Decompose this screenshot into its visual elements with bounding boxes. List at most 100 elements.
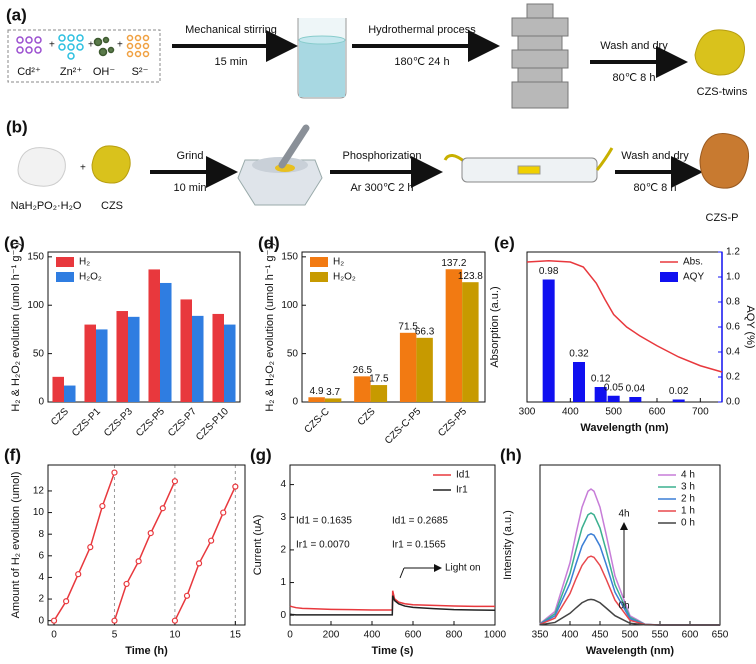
step-action: Mechanical stirring: [185, 24, 277, 36]
point: [195, 560, 203, 567]
bar: [354, 376, 371, 402]
legend-swatch: [56, 272, 74, 282]
bar: [416, 337, 433, 402]
x-tick-label: 350: [532, 630, 549, 641]
x-tick-label: 700: [692, 407, 709, 418]
x-axis-label: Time (s): [372, 645, 414, 657]
bar: [629, 397, 642, 402]
point: [183, 592, 191, 599]
panel-label: (h): [500, 445, 522, 464]
scheme-a: (a) + + + Cd²⁺ Zn²⁺ OH⁻ S²⁻ Mechanical s…: [6, 3, 748, 109]
bar: [96, 329, 108, 402]
legend-label: H₂O₂: [333, 272, 356, 283]
point: [220, 509, 227, 516]
point: [123, 580, 130, 588]
y-tick-label: 150: [281, 251, 298, 262]
y-tick-label: 0: [38, 397, 44, 408]
y-tick-label: 6: [38, 550, 44, 561]
bar: [607, 395, 620, 402]
bar: [672, 399, 685, 402]
y-tick-label: 50: [287, 348, 299, 359]
point: [135, 558, 142, 565]
point: [232, 483, 239, 490]
panel-label: (e): [494, 233, 515, 252]
y-tick-label: 2: [38, 594, 44, 605]
y-axis-label: H₂ & H₂O₂ evolution (umol h⁻¹ g⁻¹): [264, 242, 276, 411]
annotation: Ir1 = 0.0070: [296, 540, 350, 551]
step-condition: 180℃ 24 h: [394, 56, 449, 68]
plot-frame: [301, 251, 486, 403]
point: [111, 469, 118, 476]
legend-swatch: [56, 257, 74, 267]
x-tick-label: 650: [712, 630, 729, 641]
bar: [192, 315, 204, 402]
plot-frame: [289, 464, 496, 626]
point: [159, 505, 166, 512]
plot-frame: [47, 251, 241, 403]
legend-label: H₂: [333, 257, 344, 268]
legend-label: 4 h: [681, 470, 695, 481]
bar: [160, 282, 172, 402]
legend-label: AQY: [683, 272, 704, 283]
bar: [462, 282, 479, 402]
point: [87, 544, 94, 551]
legend-label: 0 h: [681, 518, 695, 529]
bar: [370, 385, 388, 402]
point: [99, 502, 106, 510]
bar: [573, 362, 585, 402]
y-tick-label: 100: [27, 300, 44, 311]
data-label: 0.32: [569, 349, 589, 360]
bar: [445, 269, 463, 402]
x-tick-label: 600: [405, 630, 422, 641]
line-series: [526, 259, 723, 373]
x-tick-label: 0: [287, 630, 293, 641]
data-label: 123.8: [458, 271, 483, 282]
annotation-arrow: [399, 567, 405, 579]
y-axis-label: Absorption (a.u.): [489, 286, 501, 367]
y2-tick-label: 0.0: [726, 397, 740, 408]
data-label: 0.98: [539, 266, 559, 277]
data-label: 71.5: [398, 321, 418, 332]
data-label: 0.02: [669, 386, 689, 397]
x-tick-label: CZS-P10: [194, 406, 231, 443]
x-tick-label: 500: [605, 407, 622, 418]
y-axis-label: Amount of H₂ evolution (umol): [10, 472, 22, 619]
ion-label: Zn²⁺: [60, 66, 83, 78]
legend-swatch: [310, 272, 328, 282]
data-label: 17.5: [369, 374, 389, 385]
legend-label: Ir1: [456, 485, 468, 496]
legend-label: 3 h: [681, 482, 695, 493]
bar: [308, 397, 325, 402]
x-tick-label: CZS: [49, 406, 71, 428]
ion-label: OH⁻: [93, 66, 116, 78]
data-label: 0.12: [591, 374, 611, 385]
y2-tick-label: 0.4: [726, 347, 740, 358]
x-tick-label: 0: [51, 630, 57, 641]
product-powder: [699, 133, 750, 189]
step-condition: 80℃ 8 h: [634, 182, 677, 194]
x-axis-label: Wavelength (nm): [580, 422, 669, 434]
plot-frame: [47, 464, 246, 626]
x-tick-label: 600: [649, 407, 666, 418]
y-tick-label: 150: [27, 251, 44, 262]
plus: +: [117, 40, 123, 51]
annotation: Ir1 = 0.1565: [392, 540, 446, 551]
line-series: [289, 595, 496, 616]
legend-label: H₂: [79, 257, 90, 268]
x-tick-label: 200: [323, 630, 340, 641]
y-tick-label: 0: [280, 610, 286, 621]
point: [171, 617, 179, 624]
y-tick-label: 0: [38, 615, 44, 626]
panel-label: (f): [4, 445, 21, 464]
step-action: Wash and dry: [621, 150, 689, 162]
x-tick-label: 450: [592, 630, 609, 641]
bar: [148, 269, 160, 402]
y-axis-label: Current (uA): [252, 515, 264, 576]
bar: [542, 279, 555, 402]
y-tick-label: 12: [33, 486, 45, 497]
x-tick-label: 550: [652, 630, 669, 641]
y2-tick-label: 0.2: [726, 372, 740, 383]
y2-tick-label: 1.2: [726, 247, 740, 258]
step-action: Grind: [177, 150, 204, 162]
bar: [224, 324, 236, 402]
